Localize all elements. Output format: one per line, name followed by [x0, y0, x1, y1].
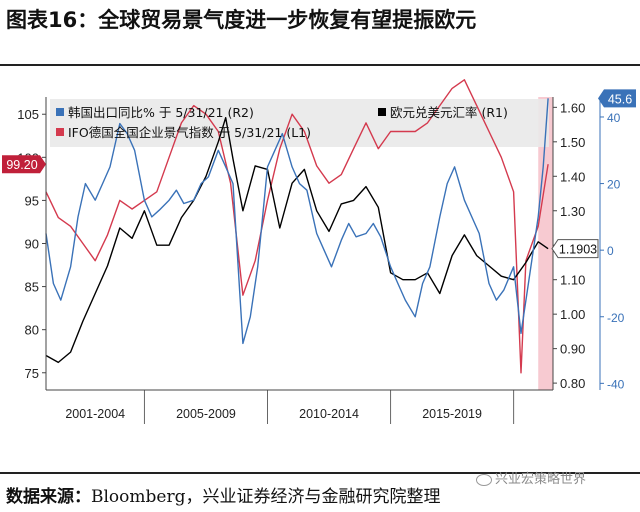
- r2-tick-label: -40: [607, 377, 625, 391]
- r1-tick-label: 0.80: [560, 376, 585, 391]
- left-tick-label: 85: [25, 280, 39, 295]
- r2-tick-label: 0: [607, 244, 614, 258]
- r1-tick-label: 0.90: [560, 342, 585, 357]
- legend-label-0: 韩国出口同比% 于 5/31/21 (R2): [68, 105, 254, 120]
- highlight-band: [538, 97, 553, 390]
- r2-tick-label: -20: [607, 311, 625, 325]
- r1-tick-label: 1.10: [560, 273, 585, 288]
- page-title: 图表16：全球贸易景气度进一步恢复有望提振欧元: [6, 8, 477, 32]
- source-note: 数据来源：Bloomberg，兴业证券经济与金融研究院整理: [6, 482, 440, 507]
- watermark-text: 兴业宏策略世界: [495, 472, 587, 487]
- left-tick-label: 90: [25, 237, 39, 252]
- wechat-icon: [476, 473, 492, 486]
- eurusd-last-callout-tag: [551, 239, 599, 259]
- r2-tick-label: 40: [607, 111, 621, 125]
- category-label: 2015-2019: [422, 407, 482, 421]
- source-text: Bloomberg，兴业证券经济与金融研究院整理: [91, 487, 441, 507]
- r1-tick-label: 1.60: [560, 100, 585, 115]
- legend-label-2: IFO德国全国企业景气指数 于 5/31/21 (L1): [68, 125, 311, 140]
- ifo-last-callout-label: 99.20: [6, 158, 37, 172]
- eurusd-last-callout-label: 1.1903: [559, 243, 597, 257]
- legend-box: [50, 99, 549, 147]
- series-line-0: [45, 79, 549, 374]
- left-tick-label: 75: [25, 366, 39, 381]
- left-tick-label: 105: [17, 107, 39, 122]
- legend-swatch-1: [378, 108, 386, 116]
- category-label: 2005-2009: [176, 407, 236, 421]
- category-label: 2010-2014: [299, 407, 359, 421]
- legend-swatch-2: [56, 128, 64, 136]
- chart: 75808590951001050.800.901.001.101.201.30…: [2, 79, 636, 424]
- r1-tick-label: 1.00: [560, 307, 585, 322]
- series-line-2: [45, 98, 549, 345]
- korea-last-callout-label: 45.6: [608, 92, 632, 106]
- watermark: 兴业宏策略世界: [476, 468, 586, 487]
- legend-swatch-0: [56, 108, 64, 116]
- left-tick-label: 95: [25, 193, 39, 208]
- left-tick-label: 80: [25, 323, 39, 338]
- korea-last-callout-tag: [598, 89, 636, 108]
- r2-tick-label: 20: [607, 178, 621, 192]
- title-divider: [0, 64, 640, 66]
- series-line-1: [45, 117, 549, 364]
- source-divider: [0, 472, 640, 474]
- r1-tick-label: 1.50: [560, 135, 585, 150]
- category-label: 2001-2004: [65, 407, 125, 421]
- source-label: 数据来源：: [6, 487, 91, 507]
- ifo-last-callout-tag: [2, 155, 46, 174]
- legend-label-1: 欧元兑美元汇率 (R1): [390, 105, 508, 120]
- r1-tick-label: 1.30: [560, 204, 585, 219]
- r1-tick-label: 1.40: [560, 169, 585, 184]
